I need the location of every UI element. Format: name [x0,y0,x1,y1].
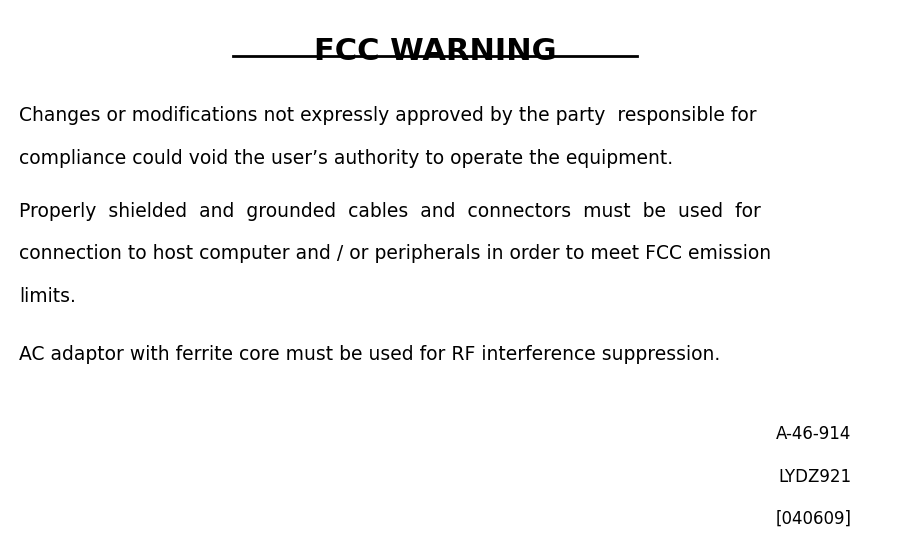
Text: [040609]: [040609] [775,510,851,528]
Text: LYDZ921: LYDZ921 [778,467,851,486]
Text: connection to host computer and / or peripherals in order to meet FCC emission: connection to host computer and / or per… [19,245,772,263]
Text: AC adaptor with ferrite core must be used for RF interference suppression.: AC adaptor with ferrite core must be use… [19,345,720,365]
Text: FCC WARNING: FCC WARNING [314,37,557,66]
Text: limits.: limits. [19,287,76,306]
Text: A-46-914: A-46-914 [776,425,851,443]
Text: Changes or modifications not expressly approved by the party  responsible for: Changes or modifications not expressly a… [19,106,757,125]
Text: compliance could void the user’s authority to operate the equipment.: compliance could void the user’s authori… [19,149,673,168]
Text: Properly  shielded  and  grounded  cables  and  connectors  must  be  used  for: Properly shielded and grounded cables an… [19,202,761,221]
